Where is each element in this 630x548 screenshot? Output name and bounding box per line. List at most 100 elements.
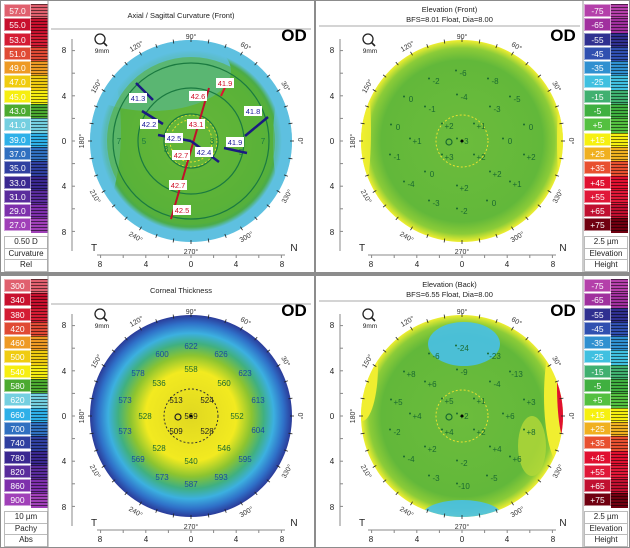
zoom-icon[interactable]	[94, 33, 108, 47]
scale-label: 47.0	[4, 75, 31, 89]
measurement-dot	[409, 412, 411, 415]
measurement-dot	[473, 122, 475, 125]
measurement-dot	[456, 207, 458, 210]
scale-swatch	[611, 104, 628, 119]
measurement-dot	[424, 105, 426, 108]
elevation-value: 0	[492, 199, 497, 208]
scale-label: +5	[584, 118, 611, 132]
thickness-value: 578	[131, 369, 145, 378]
scale-swatch	[31, 46, 48, 62]
elevation-value: +2	[476, 428, 486, 437]
elevation-value: -4	[407, 180, 415, 189]
elevation-value: +2	[459, 184, 469, 193]
flat-value: 42.5	[167, 134, 182, 143]
scale-footer-item[interactable]: Height	[584, 535, 628, 547]
scale-step: +15	[584, 132, 628, 147]
zoom-icon[interactable]	[362, 33, 376, 47]
steep-value-box	[189, 91, 207, 101]
elevation-value: +4	[444, 428, 454, 437]
measurement-dot	[409, 137, 411, 140]
scale-step: 300	[4, 279, 48, 294]
scale-swatch	[611, 479, 628, 494]
scale-label: +35	[584, 161, 611, 175]
scale-swatch	[31, 279, 48, 294]
measurement-dot	[456, 368, 458, 371]
apex-marker	[460, 414, 464, 418]
scale-footer[interactable]: 2.5 µm Elevation Height	[584, 236, 628, 272]
scale-step: 51.0	[4, 46, 48, 62]
scale-label: 43.0	[4, 104, 31, 118]
zoom-label: 9mm	[95, 323, 109, 330]
scale-step: 53.0	[4, 32, 48, 47]
angle-label: 240°	[127, 230, 144, 244]
elevation-value: 0	[396, 123, 401, 132]
scale-label: 620	[4, 393, 31, 407]
steep-value: 43.1	[189, 120, 204, 129]
angle-label: 120°	[128, 39, 145, 53]
scale-step: +65	[584, 204, 628, 219]
x-axis-tick: 8	[369, 260, 374, 269]
scale-step: -5	[584, 379, 628, 394]
scale-step: -25	[584, 350, 628, 365]
thickness-value: 509	[169, 427, 183, 436]
elevation-front-panel: -75 -65 -55 -45 -35 -25 -15 -5 +5 +15 +25 +35 +45 +55…	[316, 1, 629, 272]
pupil-outline	[435, 389, 489, 443]
scale-label: 340	[4, 293, 31, 307]
y-axis-tick: 0	[62, 412, 67, 421]
measurement-dot	[403, 370, 405, 373]
y-axis-tick: 4	[62, 367, 67, 376]
angle-label: 330°	[551, 463, 565, 480]
color-scale: 300 340 380 420 460 500 540 580 620 660 700 740 780 8…	[4, 279, 48, 508]
scale-swatch	[31, 479, 48, 494]
scale-swatch	[31, 407, 48, 422]
scale-footer-item[interactable]: 2.5 µm	[584, 511, 628, 524]
elevation-value: -6	[459, 69, 467, 78]
scale-footer-item[interactable]: Elevation	[584, 248, 628, 260]
map-title: Axial / Sagittal Curvature (Front)	[127, 11, 235, 20]
elevation-value: +2	[526, 153, 536, 162]
measurement-dot	[390, 123, 392, 126]
elevation-value: -8	[491, 77, 499, 86]
thickness-value: 513	[169, 396, 183, 405]
zoom-icon[interactable]	[362, 308, 376, 322]
zoom-label: 9mm	[363, 48, 377, 55]
thickness-value: 524	[200, 396, 214, 405]
scale-footer-item[interactable]: Elevation	[584, 523, 628, 535]
y-axis-tick: 8	[330, 503, 335, 512]
flat-value-box	[244, 106, 262, 116]
measurement-dot	[509, 180, 511, 183]
scale-step: +45	[584, 450, 628, 465]
scale-step: -75	[584, 4, 628, 19]
flat-meridian	[223, 146, 248, 155]
scale-swatch	[31, 464, 48, 480]
scale-swatch	[611, 132, 628, 147]
scale-swatch	[31, 307, 48, 322]
x-axis-tick: 4	[234, 260, 239, 269]
y-axis-tick: 8	[62, 321, 67, 330]
scale-footer-item[interactable]: Height	[584, 260, 628, 272]
scale-swatch	[611, 493, 628, 508]
scale-footer[interactable]: 2.5 µm Elevation Height	[584, 511, 628, 547]
scale-swatch	[31, 104, 48, 119]
measurement-dot	[487, 77, 489, 80]
angle-label: 180°	[349, 409, 357, 424]
temporal-label: T	[91, 518, 97, 529]
scale-swatch	[31, 118, 48, 133]
measurement-dot	[489, 105, 491, 108]
thickness-value: 540	[184, 457, 198, 466]
y-axis-tick: 8	[62, 46, 67, 55]
elevation-value: +4	[412, 412, 422, 421]
pupil-outline	[163, 388, 219, 444]
flat-meridian	[244, 116, 269, 137]
scale-swatch	[31, 18, 48, 33]
angle-label: 30°	[550, 355, 562, 368]
scale-footer[interactable]: 10 µm Pachy Abs	[4, 511, 48, 547]
scale-step: -45	[584, 321, 628, 337]
scale-footer-item[interactable]: 2.5 µm	[584, 236, 628, 249]
scale-footer[interactable]: 0.50 D Curvature Rel	[4, 236, 48, 272]
x-axis-tick: 0	[460, 260, 465, 269]
scale-swatch	[611, 218, 628, 233]
scale-label: 29.0	[4, 204, 31, 218]
zoom-icon[interactable]	[94, 308, 108, 322]
scale-swatch	[31, 132, 48, 147]
